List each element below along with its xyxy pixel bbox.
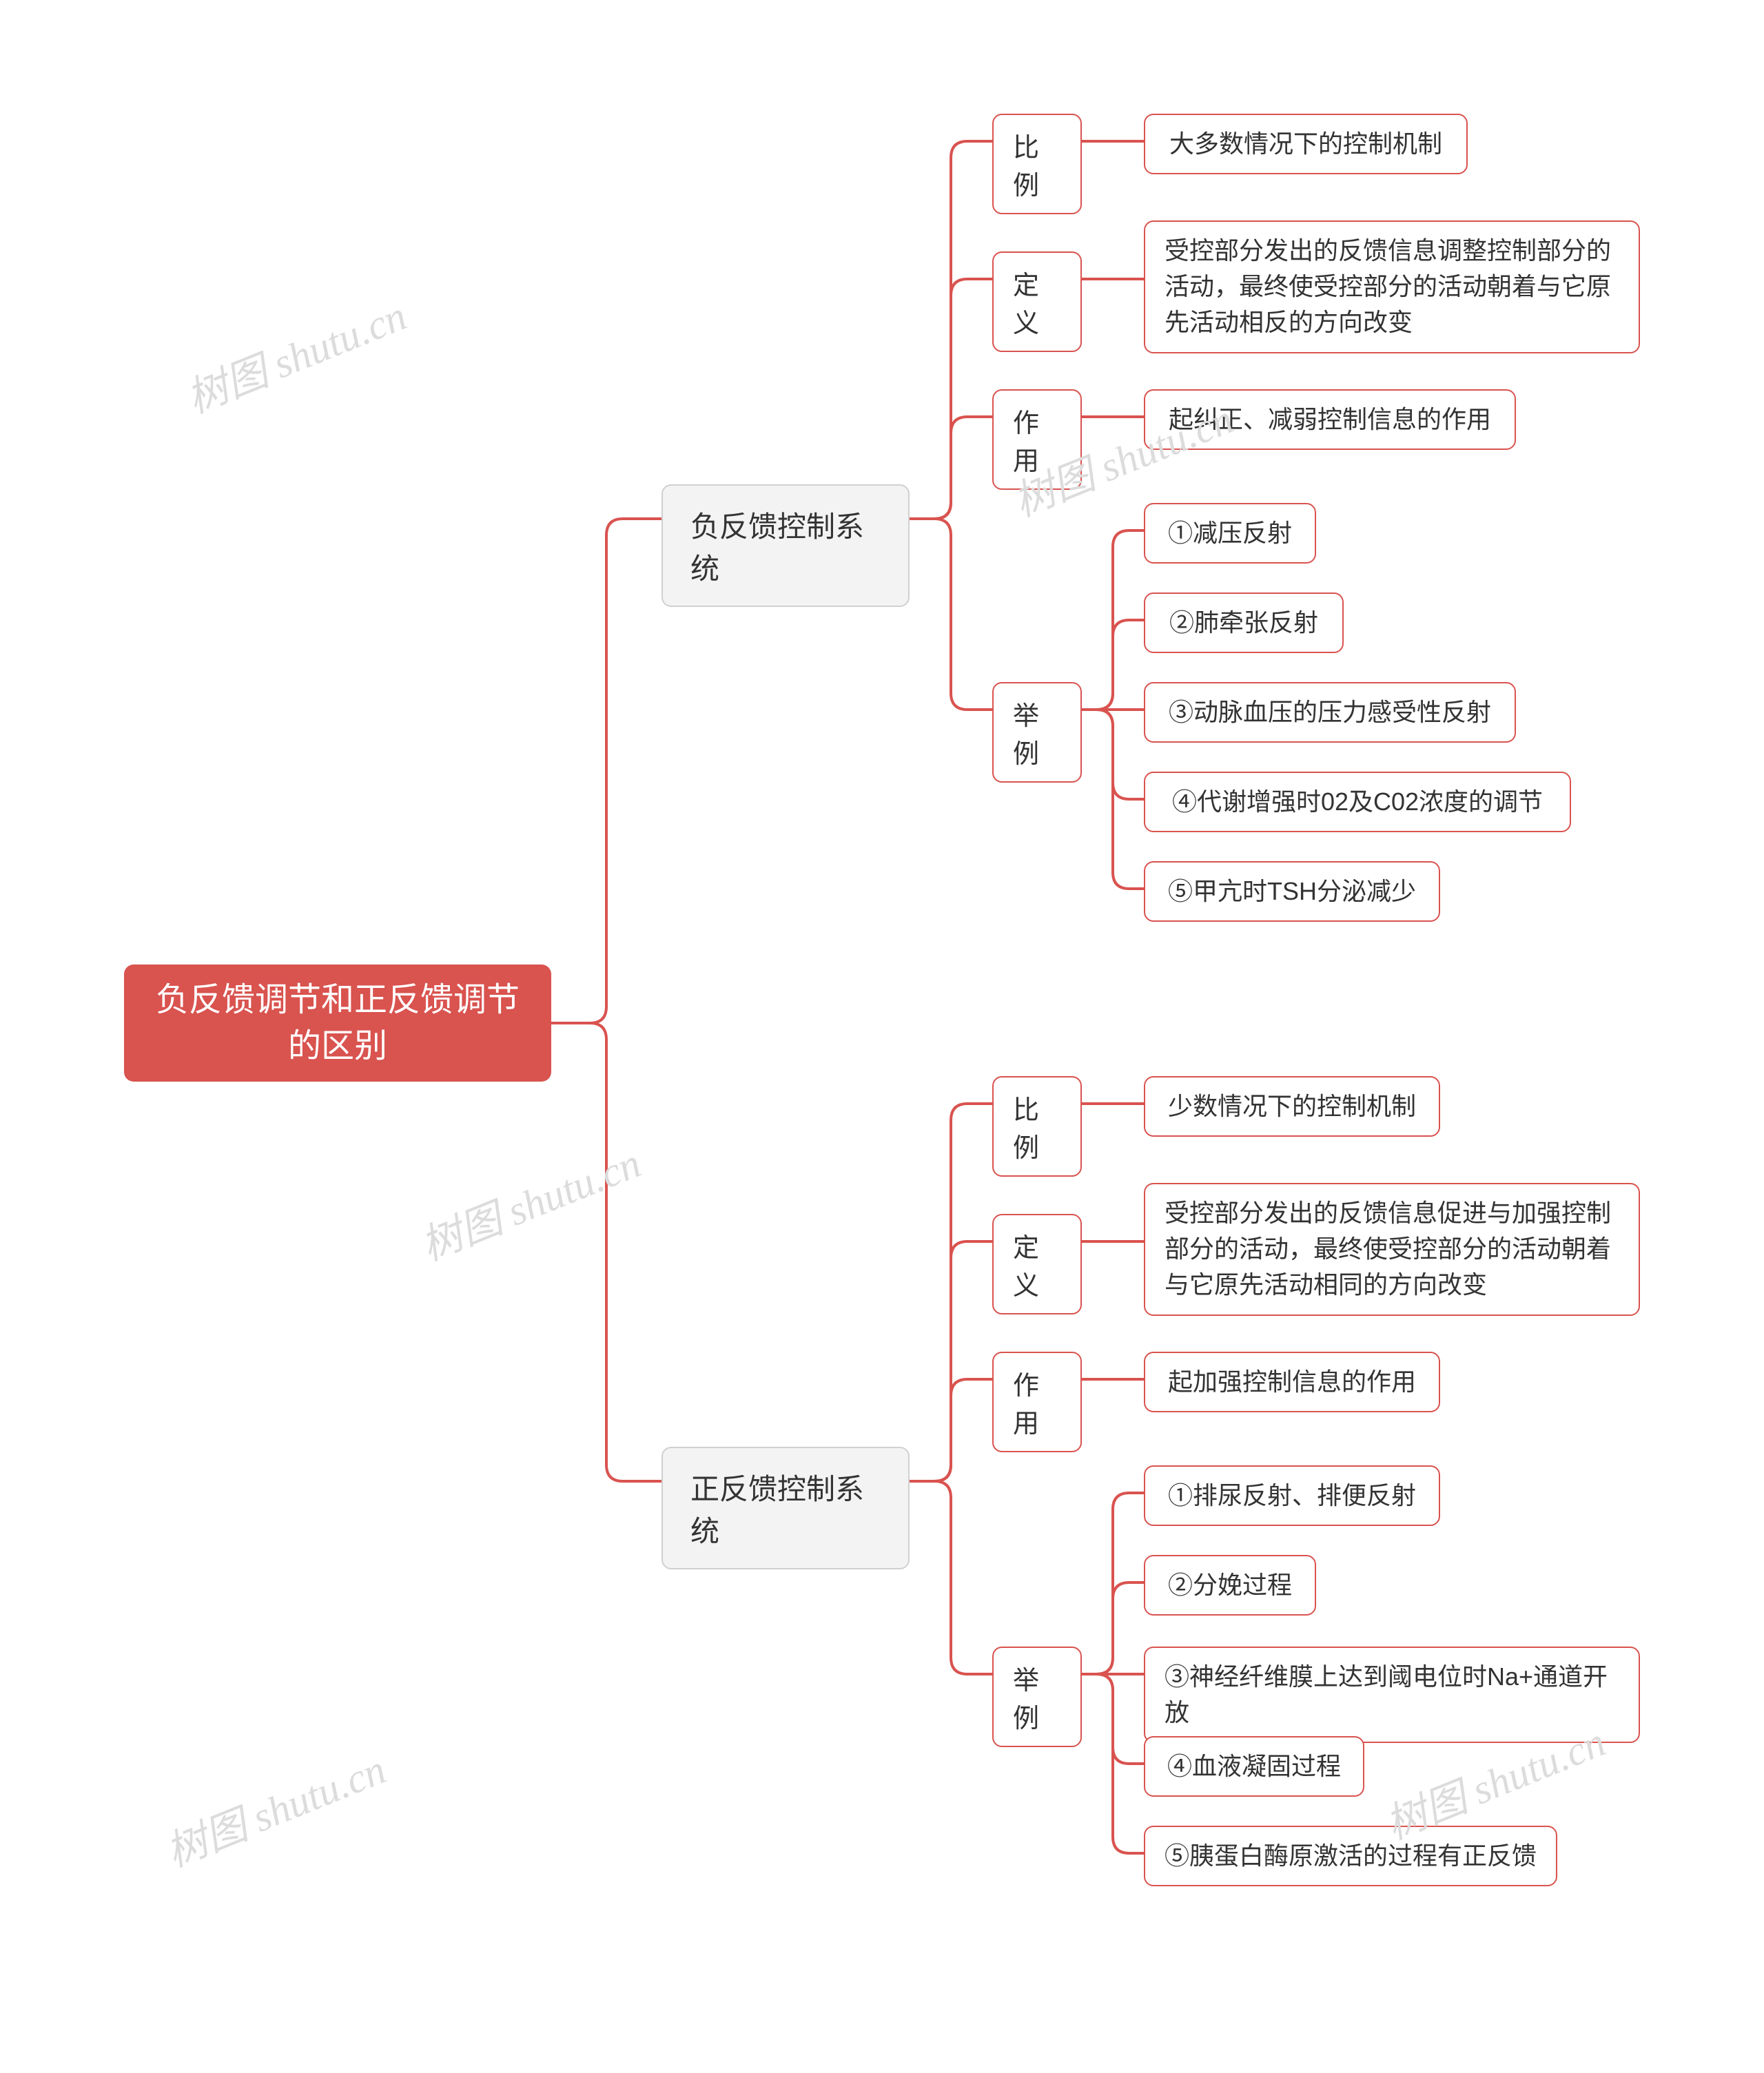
tag-pos-ratio: 比例 bbox=[992, 1076, 1082, 1177]
tag-neg-ratio: 比例 bbox=[992, 114, 1082, 214]
watermark: 树图 shutu.cn bbox=[176, 282, 414, 425]
leaf-label: ⑤甲亢时TSH分泌减少 bbox=[1168, 874, 1416, 909]
leaf-4: ②肺牵张反射 bbox=[1144, 592, 1344, 653]
root-node: 负反馈调节和正反馈调节的区别 bbox=[124, 965, 551, 1082]
mindmap-stage: 负反馈调节和正反馈调节的区别负反馈控制系统正反馈控制系统比例定义作用举例比例定义… bbox=[0, 0, 1764, 2073]
tag-label: 定义 bbox=[1013, 264, 1061, 340]
tag-neg-def: 定义 bbox=[992, 251, 1082, 352]
leaf-2: 起纠正、减弱控制信息的作用 bbox=[1144, 389, 1516, 450]
leaf-label: ①减压反射 bbox=[1168, 515, 1292, 551]
tag-neg-ex: 举例 bbox=[992, 682, 1082, 783]
tag-label: 作用 bbox=[1013, 1364, 1061, 1440]
leaf-label: ③神经纤维膜上达到阈电位时Na+通道开放 bbox=[1165, 1659, 1619, 1731]
leaf-0: 大多数情况下的控制机制 bbox=[1144, 114, 1468, 174]
tag-label: 举例 bbox=[1013, 694, 1061, 770]
tag-label: 作用 bbox=[1013, 402, 1061, 477]
leaf-14: ④血液凝固过程 bbox=[1144, 1736, 1364, 1797]
leaf-label: ②肺牵张反射 bbox=[1169, 605, 1318, 641]
leaf-6: ④代谢增强时02及C02浓度的调节 bbox=[1144, 772, 1571, 832]
leaf-label: ①排尿反射、排便反射 bbox=[1168, 1478, 1416, 1514]
watermark: 树图 shutu.cn bbox=[156, 1736, 393, 1879]
leaf-13: ③神经纤维膜上达到阈电位时Na+通道开放 bbox=[1144, 1647, 1640, 1743]
tag-pos-def: 定义 bbox=[992, 1214, 1082, 1314]
tag-label: 举例 bbox=[1013, 1659, 1061, 1735]
branch-neg: 负反馈控制系统 bbox=[662, 484, 910, 607]
leaf-label: ③动脉血压的压力感受性反射 bbox=[1169, 694, 1491, 730]
leaf-label: 起纠正、减弱控制信息的作用 bbox=[1169, 402, 1491, 437]
tag-pos-ex: 举例 bbox=[992, 1647, 1082, 1747]
leaf-label: ④代谢增强时02及C02浓度的调节 bbox=[1172, 784, 1543, 820]
leaf-1: 受控部分发出的反馈信息调整控制部分的活动，最终使受控部分的活动朝着与它原先活动相… bbox=[1144, 220, 1640, 353]
leaf-11: ①排尿反射、排便反射 bbox=[1144, 1465, 1440, 1526]
leaf-9: 受控部分发出的反馈信息促进与加强控制部分的活动，最终使受控部分的活动朝着与它原先… bbox=[1144, 1183, 1640, 1316]
leaf-label: 起加强控制信息的作用 bbox=[1168, 1364, 1416, 1400]
leaf-label: ②分娩过程 bbox=[1168, 1567, 1292, 1603]
tag-pos-func: 作用 bbox=[992, 1352, 1082, 1452]
leaf-7: ⑤甲亢时TSH分泌减少 bbox=[1144, 861, 1440, 922]
tag-label: 定义 bbox=[1013, 1226, 1061, 1302]
leaf-5: ③动脉血压的压力感受性反射 bbox=[1144, 682, 1516, 743]
leaf-label: 受控部分发出的反馈信息促进与加强控制部分的活动，最终使受控部分的活动朝着与它原先… bbox=[1165, 1195, 1619, 1303]
root-label-line1: 负反馈调节和正反馈调节 bbox=[156, 977, 520, 1023]
leaf-10: 起加强控制信息的作用 bbox=[1144, 1352, 1440, 1412]
tag-label: 比例 bbox=[1013, 1089, 1061, 1164]
leaf-label: 受控部分发出的反馈信息调整控制部分的活动，最终使受控部分的活动朝着与它原先活动相… bbox=[1165, 233, 1619, 341]
leaf-3: ①减压反射 bbox=[1144, 503, 1316, 564]
leaf-12: ②分娩过程 bbox=[1144, 1555, 1316, 1616]
branch-label: 正反馈控制系统 bbox=[690, 1466, 881, 1550]
leaf-label: ④血液凝固过程 bbox=[1167, 1749, 1341, 1784]
tag-neg-func: 作用 bbox=[992, 389, 1082, 490]
leaf-8: 少数情况下的控制机制 bbox=[1144, 1076, 1440, 1137]
tag-label: 比例 bbox=[1013, 126, 1061, 202]
leaf-label: 少数情况下的控制机制 bbox=[1168, 1089, 1416, 1124]
leaf-label: ⑤胰蛋白酶原激活的过程有正反馈 bbox=[1165, 1838, 1537, 1874]
watermark: 树图 shutu.cn bbox=[411, 1130, 648, 1272]
leaf-15: ⑤胰蛋白酶原激活的过程有正反馈 bbox=[1144, 1826, 1557, 1886]
root-label-line2: 的区别 bbox=[156, 1023, 520, 1069]
branch-pos: 正反馈控制系统 bbox=[662, 1447, 910, 1569]
branch-label: 负反馈控制系统 bbox=[690, 504, 881, 588]
leaf-label: 大多数情况下的控制机制 bbox=[1169, 126, 1442, 162]
